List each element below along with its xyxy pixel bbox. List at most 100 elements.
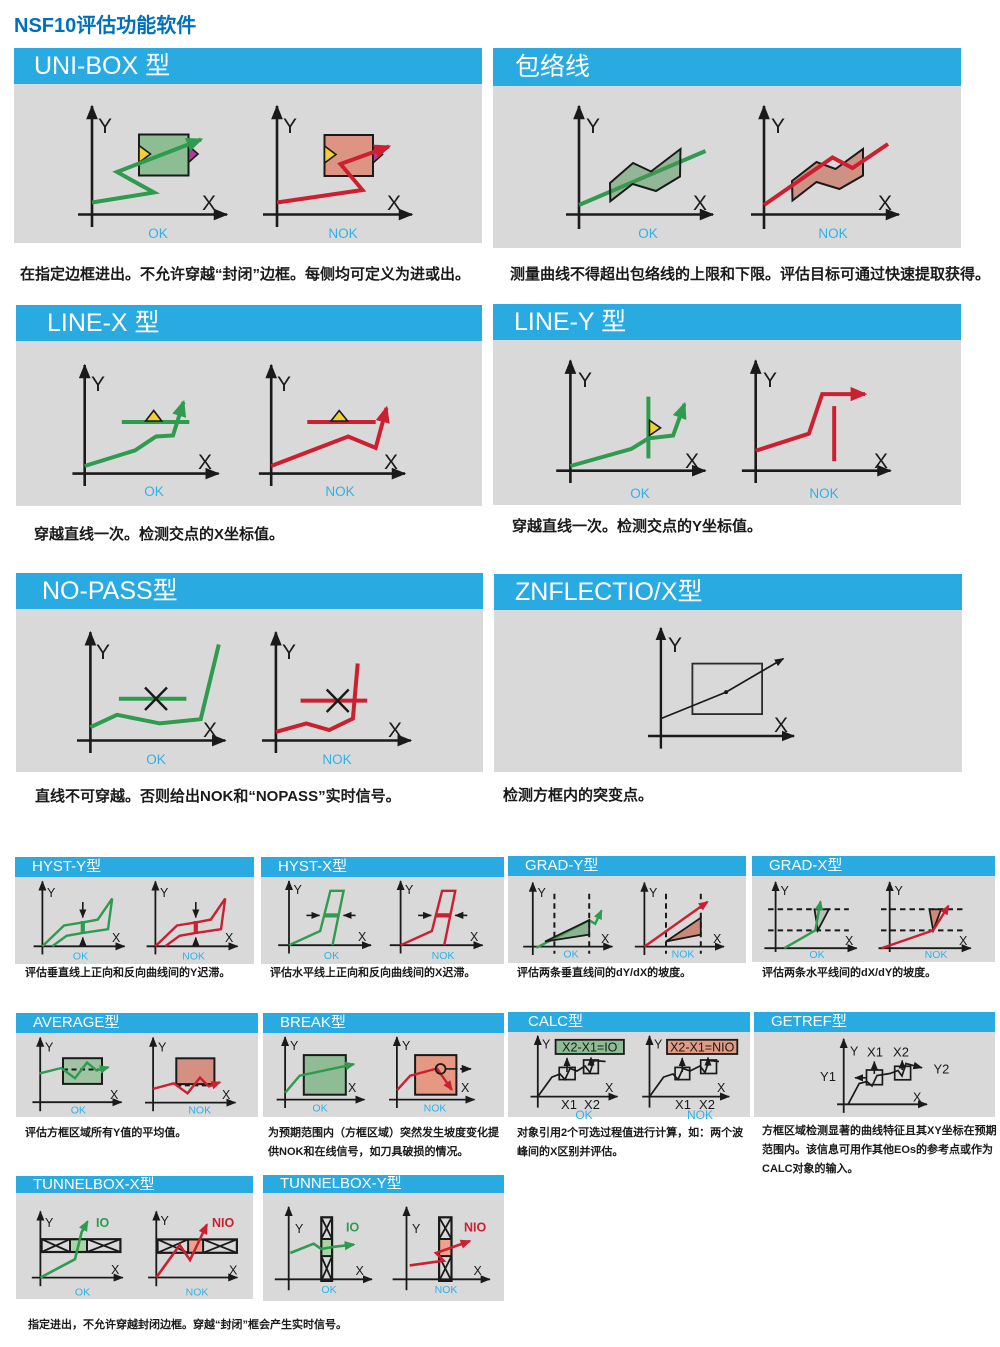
svg-text:NIO: NIO <box>464 1221 487 1235</box>
svg-text:OK: OK <box>75 1287 90 1299</box>
svg-text:X: X <box>685 450 699 473</box>
svg-text:X2: X2 <box>699 1097 715 1112</box>
svg-text:X2-X1=IO: X2-X1=IO <box>562 1040 618 1054</box>
svg-text:Y: Y <box>895 884 904 898</box>
svg-text:Y: Y <box>405 883 414 897</box>
svg-text:OK: OK <box>312 1103 327 1115</box>
svg-text:X: X <box>913 1091 922 1105</box>
svg-text:Y: Y <box>781 884 790 898</box>
svg-text:X: X <box>713 932 722 946</box>
svg-text:X2: X2 <box>893 1045 909 1060</box>
svg-text:OK: OK <box>144 484 164 499</box>
svg-text:X: X <box>111 1263 120 1277</box>
svg-text:Y: Y <box>158 1041 167 1055</box>
svg-text:Y: Y <box>161 1214 170 1228</box>
svg-text:NOK: NOK <box>328 226 357 241</box>
svg-text:X: X <box>110 1088 119 1102</box>
svg-text:Y: Y <box>850 1045 859 1059</box>
svg-text:X: X <box>474 1264 483 1278</box>
svg-text:Y: Y <box>538 886 547 900</box>
svg-text:OK: OK <box>809 949 824 961</box>
svg-text:Y: Y <box>542 1038 551 1052</box>
svg-text:X: X <box>461 1081 470 1095</box>
svg-text:Y: Y <box>47 886 56 900</box>
svg-text:Y: Y <box>586 115 600 138</box>
svg-text:X: X <box>112 931 121 945</box>
svg-text:X: X <box>874 450 888 473</box>
svg-text:Y: Y <box>763 369 777 392</box>
svg-text:Y2: Y2 <box>934 1062 950 1077</box>
svg-text:Y: Y <box>98 115 112 138</box>
svg-text:X: X <box>198 451 212 474</box>
svg-text:Y: Y <box>45 1041 54 1055</box>
svg-text:Y: Y <box>282 641 296 664</box>
svg-text:X: X <box>348 1081 357 1095</box>
svg-text:Y: Y <box>277 373 291 396</box>
svg-text:NIO: NIO <box>212 1216 235 1230</box>
svg-text:X2-X1=NIO: X2-X1=NIO <box>670 1040 735 1054</box>
svg-text:NOK: NOK <box>325 484 354 499</box>
svg-text:OK: OK <box>324 950 339 962</box>
svg-text:OK: OK <box>575 1108 592 1122</box>
svg-text:NOK: NOK <box>424 1103 447 1115</box>
svg-text:Y: Y <box>402 1039 411 1053</box>
svg-text:X: X <box>229 1264 238 1278</box>
svg-text:X: X <box>384 451 398 474</box>
svg-text:NOK: NOK <box>186 1287 209 1299</box>
svg-text:X: X <box>222 1088 231 1102</box>
svg-text:NOK: NOK <box>322 752 351 767</box>
svg-text:Y: Y <box>295 1222 304 1236</box>
svg-text:NOK: NOK <box>672 949 695 961</box>
svg-text:X1: X1 <box>867 1045 883 1060</box>
svg-text:Y: Y <box>283 115 297 138</box>
svg-text:Y: Y <box>649 886 658 900</box>
svg-text:X: X <box>601 932 610 946</box>
svg-text:X: X <box>878 192 892 215</box>
svg-text:X: X <box>358 930 367 944</box>
svg-text:OK: OK <box>148 226 168 241</box>
svg-text:NOK: NOK <box>818 226 847 241</box>
svg-text:X: X <box>845 934 854 948</box>
svg-text:Y: Y <box>668 634 682 657</box>
svg-text:X1: X1 <box>561 1097 577 1112</box>
svg-text:NOK: NOK <box>182 951 205 963</box>
svg-text:OK: OK <box>638 226 658 241</box>
svg-text:Y: Y <box>96 641 110 664</box>
svg-text:IO: IO <box>96 1216 109 1230</box>
svg-text:X: X <box>388 719 402 742</box>
svg-text:NOK: NOK <box>687 1108 713 1122</box>
svg-text:X: X <box>605 1081 614 1095</box>
svg-text:X: X <box>693 192 707 215</box>
svg-text:X: X <box>959 934 968 948</box>
svg-text:Y: Y <box>771 115 785 138</box>
svg-text:X: X <box>203 719 217 742</box>
svg-text:X: X <box>717 1081 726 1095</box>
svg-text:X: X <box>470 930 479 944</box>
svg-text:OK: OK <box>563 949 578 961</box>
svg-text:Y: Y <box>290 1039 299 1053</box>
svg-text:OK: OK <box>321 1284 336 1296</box>
svg-text:NOK: NOK <box>925 949 948 961</box>
svg-text:Y: Y <box>45 1216 54 1230</box>
svg-text:NOK: NOK <box>432 950 455 962</box>
svg-text:X2: X2 <box>584 1097 600 1112</box>
svg-text:OK: OK <box>73 951 88 963</box>
svg-text:Y: Y <box>160 886 169 900</box>
svg-text:NOK: NOK <box>809 486 838 501</box>
svg-text:X: X <box>774 714 788 737</box>
svg-text:X1: X1 <box>675 1097 691 1112</box>
svg-text:IO: IO <box>346 1221 359 1235</box>
svg-text:Y: Y <box>294 883 303 897</box>
svg-text:Y: Y <box>654 1038 663 1052</box>
svg-text:NOK: NOK <box>435 1284 458 1296</box>
svg-text:X: X <box>202 192 216 215</box>
svg-text:Y: Y <box>412 1222 421 1236</box>
svg-text:X: X <box>225 931 234 945</box>
svg-text:OK: OK <box>146 752 166 767</box>
svg-text:X: X <box>387 192 401 215</box>
svg-text:OK: OK <box>71 1105 86 1117</box>
svg-text:NOK: NOK <box>188 1105 211 1117</box>
svg-text:OK: OK <box>630 486 650 501</box>
svg-text:Y: Y <box>91 373 105 396</box>
svg-text:Y1: Y1 <box>820 1069 836 1084</box>
